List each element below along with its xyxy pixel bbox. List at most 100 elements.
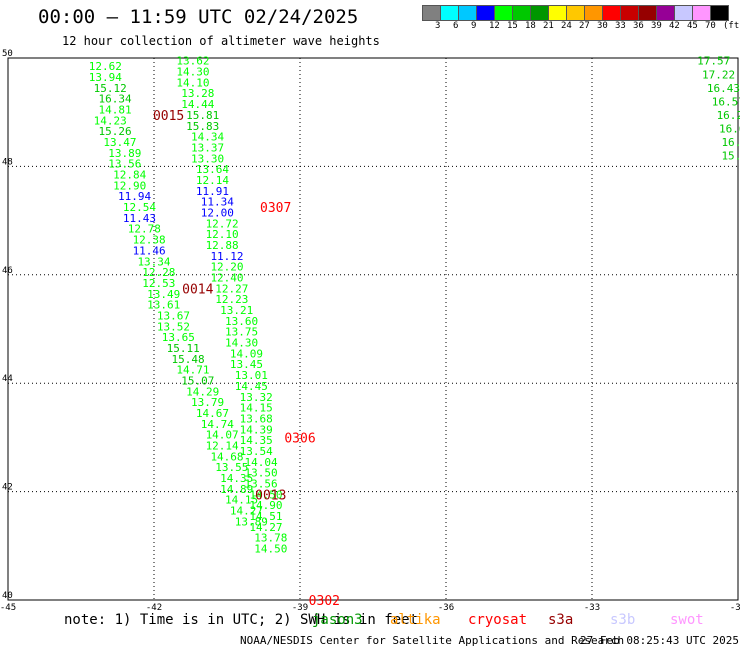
color-legend-swatch — [710, 5, 729, 21]
satellite-legend-item: swot — [670, 612, 704, 628]
color-legend-label: 24 — [561, 21, 572, 31]
wave-height-point: 13.64 — [196, 163, 229, 176]
color-legend-label: 70 — [705, 21, 716, 31]
wave-height-point: 17.22 — [702, 68, 735, 81]
wave-height-point: 14.35 — [240, 434, 273, 447]
color-legend-label: 36 — [633, 21, 644, 31]
wave-height-point: 15.90 — [721, 150, 740, 163]
wave-height-point: 12.38 — [133, 234, 166, 247]
wave-height-point: 12.54 — [123, 201, 156, 214]
wave-height-point: 13.61 — [147, 299, 180, 312]
color-legend-label: 27 — [579, 21, 590, 31]
satellite-legend-item: cryosat — [468, 612, 528, 628]
wave-height-point: 15.12 — [94, 82, 127, 95]
wave-height-point: 11.91 — [196, 185, 229, 198]
wave-height-point: 13.65 — [162, 331, 195, 344]
wave-height-point: 13.47 — [103, 136, 136, 149]
wave-height-point: 14.10 — [176, 76, 209, 89]
wave-height-point: 14.50 — [254, 543, 287, 556]
wave-height-point: 14.74 — [201, 418, 234, 431]
track-time-label: 0013 — [255, 488, 286, 503]
chart-title: 00:00 – 11:59 UTC 02/24/2025 — [38, 6, 359, 28]
wave-height-point: 11.34 — [201, 196, 234, 209]
wave-height-point: 11.94 — [118, 190, 151, 203]
wave-height-point: 11.46 — [133, 244, 166, 257]
note: note: 1) Time is in UTC; 2) SWH is in fe… — [64, 612, 419, 628]
wave-height-point: 15.48 — [172, 353, 205, 366]
wave-height-point: 13.34 — [137, 255, 170, 268]
wave-height-point: 12.88 — [206, 239, 239, 252]
wave-height-point: 13.37 — [191, 141, 224, 154]
satellite-legend-item: s3a — [548, 612, 574, 628]
y-tick-label: 42 — [2, 483, 13, 493]
wave-height-point: 14.39 — [240, 423, 273, 436]
satellite-legend-item: jason3 — [312, 612, 363, 628]
color-legend-label: 33 — [615, 21, 626, 31]
color-legend-label: 3 — [435, 21, 441, 31]
y-tick-label: 46 — [2, 266, 13, 276]
wave-height-point: 16.43 — [707, 82, 740, 95]
wave-height-point: 13.32 — [240, 391, 273, 404]
x-tick-label: -30 — [730, 603, 740, 612]
color-legend-label: 39 — [651, 21, 662, 31]
wave-height-point: 13.89 — [235, 515, 268, 528]
wave-height-point: 13.56 — [245, 477, 278, 490]
wave-height-point: 14.45 — [235, 380, 268, 393]
wave-height-point: 13.52 — [157, 320, 190, 333]
wave-height-point: 13.68 — [240, 412, 273, 425]
wave-height-point: 14.35 — [220, 472, 253, 485]
wave-height-point: 16.34 — [99, 93, 132, 106]
wave-height-point: 13.79 — [191, 396, 224, 409]
wave-height-point: 16.57 — [712, 95, 740, 108]
wave-height-point: 13.01 — [235, 369, 268, 382]
wave-height-point: 14.68 — [210, 450, 243, 463]
wave-height-point: 11.12 — [210, 250, 243, 263]
wave-height-point: 14.04 — [245, 456, 278, 469]
wave-height-point: 14.71 — [176, 364, 209, 377]
wave-height-point: 11.43 — [123, 212, 156, 225]
wave-height-point: 15.11 — [167, 342, 200, 355]
color-legend-label: 18 — [525, 21, 536, 31]
color-legend-label: 9 — [471, 21, 477, 31]
wave-height-point: 13.60 — [225, 315, 258, 328]
wave-height-point: 13.75 — [225, 326, 258, 339]
wave-height-point: 16.60 — [719, 122, 740, 135]
wave-height-point: 13.78 — [254, 532, 287, 545]
wave-height-point: 12.62 — [89, 60, 122, 73]
wave-height-point: 13.21 — [220, 304, 253, 317]
wave-height-point: 14.23 — [94, 114, 127, 127]
track-time-label: 0307 — [260, 201, 291, 216]
wave-height-point: 13.49 — [147, 288, 180, 301]
x-tick-label: -36 — [438, 603, 454, 612]
wave-height-point: 13.89 — [108, 147, 141, 160]
wave-height-point: 12.84 — [113, 169, 146, 182]
wave-height-point: 14.27 — [230, 505, 263, 518]
wave-height-point: 12.00 — [201, 206, 234, 219]
color-legend-label: (ft) — [723, 21, 740, 31]
wave-height-point: 12.27 — [215, 282, 248, 295]
wave-height-point: 13.62 — [176, 55, 209, 68]
wave-height-point: 12.14 — [206, 440, 239, 453]
x-tick-label: -45 — [0, 603, 16, 612]
wave-height-point: 14.44 — [181, 98, 214, 111]
color-legend-label: 6 — [453, 21, 459, 31]
track-time-label: 0302 — [309, 594, 340, 609]
wave-height-point: 13.50 — [245, 467, 278, 480]
wave-height-point: 12.10 — [206, 228, 239, 241]
wave-height-point: 14.09 — [230, 347, 263, 360]
y-tick-label: 44 — [2, 374, 13, 384]
color-legend-label: 21 — [543, 21, 554, 31]
color-legend-label: 15 — [507, 21, 518, 31]
wave-height-point: 14.89 — [220, 483, 253, 496]
wave-height-point: 13.45 — [230, 358, 263, 371]
wave-height-point: 14.67 — [196, 407, 229, 420]
x-tick-label: -42 — [146, 603, 162, 612]
wave-height-point: 14.15 — [225, 494, 258, 507]
wave-height-point: 13.54 — [240, 445, 273, 458]
wave-height-point: 12.14 — [196, 174, 229, 187]
wave-height-point: 12.23 — [215, 293, 248, 306]
wave-height-point: 12.78 — [128, 223, 161, 236]
wave-height-point: 12.72 — [206, 217, 239, 230]
wave-height-point: 13.67 — [157, 309, 190, 322]
wave-height-point: 17.57 — [697, 55, 730, 68]
